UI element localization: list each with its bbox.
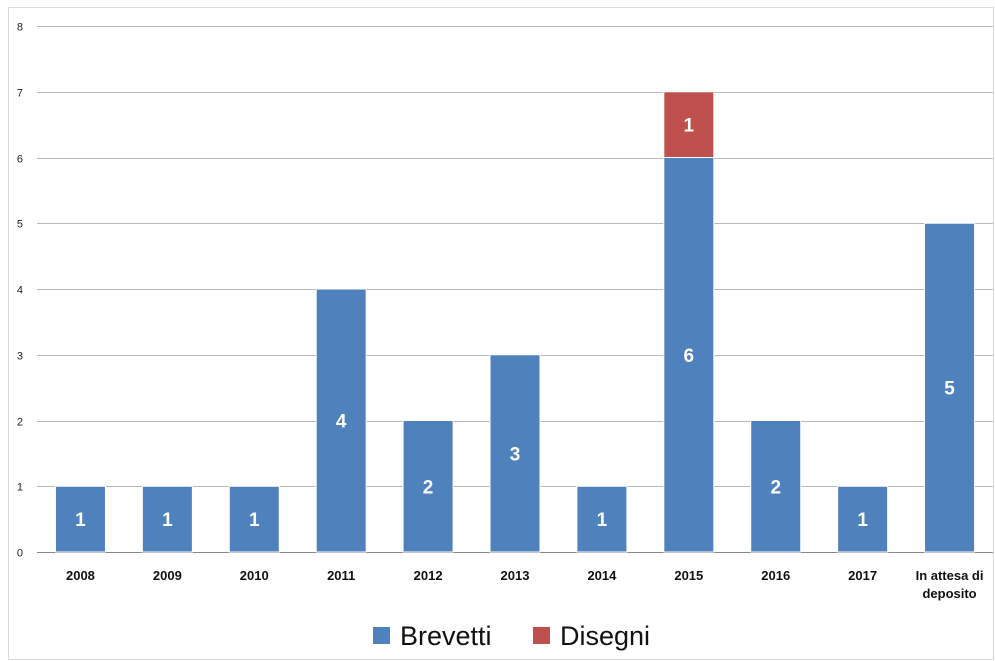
legend-swatch-disegni [533, 627, 550, 644]
x-tick-label: 2011 [327, 568, 355, 583]
data-label-brevetti: 4 [336, 412, 347, 433]
data-label-brevetti: 1 [249, 510, 260, 531]
legend: Brevetti Disegni [373, 621, 650, 651]
x-tick-label: 2017 [848, 568, 877, 583]
y-tick-label: 5 [17, 219, 23, 231]
legend-label-brevetti: Brevetti [400, 621, 492, 651]
bar-disegni-2015 [663, 91, 715, 158]
data-label-brevetti: 6 [684, 346, 695, 367]
bar-brevetti-2014 [576, 485, 628, 553]
y-tick-label: 3 [17, 351, 23, 363]
x-tick-label: 2009 [153, 568, 182, 583]
bar-brevetti-2017 [837, 485, 889, 553]
x-tick-label: 2013 [501, 568, 530, 583]
gridlines [37, 26, 993, 553]
data-label-brevetti: 1 [162, 510, 173, 531]
x-tick-label: 2014 [587, 568, 617, 583]
y-tick-label: 7 [17, 88, 23, 100]
x-tick-label: 2008 [66, 568, 95, 583]
bar-brevetti-2010 [228, 485, 280, 553]
y-axis-ticks: 0 1 2 3 4 5 6 7 8 [17, 22, 23, 560]
y-tick-label: 1 [17, 482, 23, 494]
bar-brevetti-2008 [54, 485, 106, 553]
bar-brevetti-2013 [489, 354, 541, 553]
x-tick-label: 2016 [761, 568, 790, 583]
legend-swatch-brevetti [373, 627, 390, 644]
bars [54, 91, 976, 553]
y-tick-label: 0 [17, 548, 23, 560]
chart-frame [8, 7, 994, 660]
bar-brevetti-2009 [141, 485, 193, 553]
x-tick-label: 2012 [414, 568, 443, 583]
legend-label-disegni: Disegni [560, 621, 650, 651]
x-tick-label: 2015 [674, 568, 703, 583]
data-label-disegni: 1 [684, 116, 695, 137]
data-label-brevetti: 5 [944, 379, 955, 400]
bar-brevetti-2015 [663, 157, 715, 553]
bar-brevetti-2011 [315, 288, 367, 553]
x-tick-label: 2010 [240, 568, 269, 583]
y-tick-label: 2 [17, 417, 23, 429]
data-label-brevetti: 2 [423, 477, 434, 498]
data-label-brevetti: 1 [857, 510, 868, 531]
y-tick-label: 6 [17, 154, 23, 166]
bar-brevetti-2012 [402, 420, 454, 553]
data-label-brevetti: 3 [510, 444, 521, 465]
x-axis-ticks: 2008 2009 2010 2011 2012 2013 2014 2015 2016 2017… [66, 568, 984, 601]
data-label-brevetti: 2 [770, 477, 781, 498]
bar-brevetti-in-attesa-di-deposito [924, 222, 976, 553]
x-tick-label: In attesa di deposito [916, 568, 984, 601]
data-label-brevetti: 1 [597, 510, 608, 531]
data-label-brevetti: 1 [75, 510, 86, 531]
bar-brevetti-2016 [750, 420, 802, 553]
data-labels: 1 1 1 4 2 3 1 6 1 2 1 5 [75, 116, 955, 532]
y-tick-label: 8 [17, 22, 23, 34]
y-tick-label: 4 [17, 285, 23, 297]
